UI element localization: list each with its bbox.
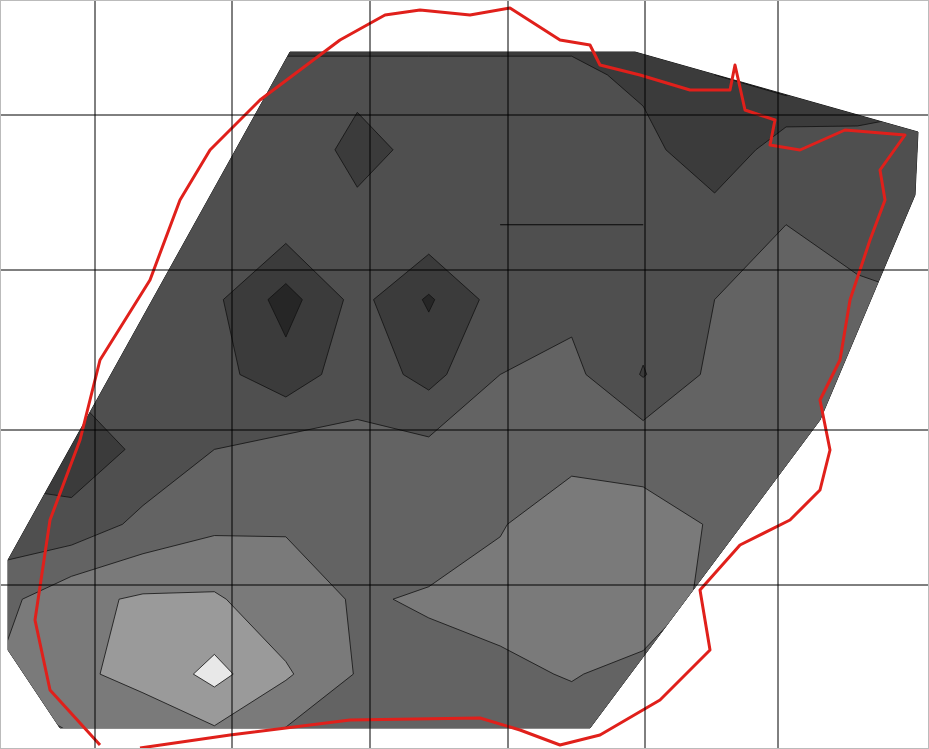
grid	[0, 0, 929, 749]
map	[0, 0, 929, 749]
contour-level	[0, 476, 703, 745]
grid-line	[95, 0, 96, 749]
contour-level	[0, 37, 929, 749]
grid-line	[508, 0, 509, 749]
grid-line	[0, 430, 929, 431]
outline	[35, 8, 905, 748]
contour-level	[193, 654, 233, 687]
contour-level	[0, 0, 929, 749]
grid-line	[778, 0, 779, 749]
contour-level	[0, 75, 929, 749]
grid-line	[645, 0, 646, 749]
grid-line	[0, 585, 929, 586]
grid-line	[0, 270, 929, 271]
contours	[0, 0, 929, 749]
frame	[1, 1, 929, 749]
grid-line	[370, 0, 371, 749]
grid-line	[0, 115, 929, 116]
contour-level	[100, 592, 294, 726]
grid-line	[232, 0, 233, 749]
plot-area	[0, 0, 929, 749]
